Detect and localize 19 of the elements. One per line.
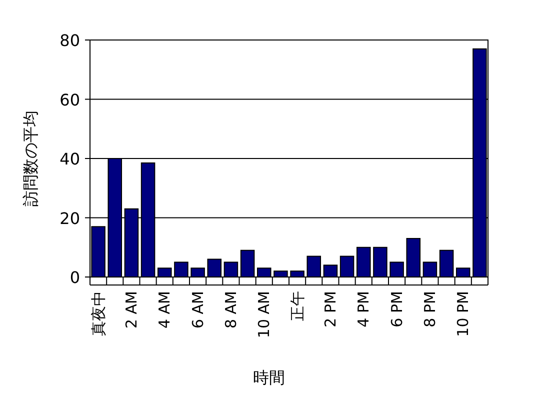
x-axis-title: 時間 <box>253 368 285 387</box>
x-tick-label: 10 PM <box>454 291 472 337</box>
y-tick-label: 80 <box>60 31 80 50</box>
x-tick-label: 正午 <box>288 291 306 321</box>
x-tick-label: 真夜中 <box>89 291 108 336</box>
x-tick-label: 8 AM <box>222 291 240 329</box>
x-tick-label: 8 PM <box>420 291 439 328</box>
y-tick-label: 0 <box>70 268 80 287</box>
y-tick-label: 20 <box>60 208 80 228</box>
y-tick-label: 40 <box>60 150 80 168</box>
x-tick-label: 2 PM <box>321 291 340 328</box>
x-tick-label: 6 PM <box>388 291 406 328</box>
y-axis-title: 訪問数の平均 <box>21 110 40 206</box>
x-tick-label: 6 AM <box>188 291 207 329</box>
x-tick-label: 4 PM <box>354 291 373 328</box>
x-tick-label: 4 AM <box>156 291 174 329</box>
x-tick-label: 2 AM <box>122 291 140 329</box>
y-tick-label: 60 <box>60 90 80 110</box>
x-tick-label: 10 AM <box>255 291 274 338</box>
